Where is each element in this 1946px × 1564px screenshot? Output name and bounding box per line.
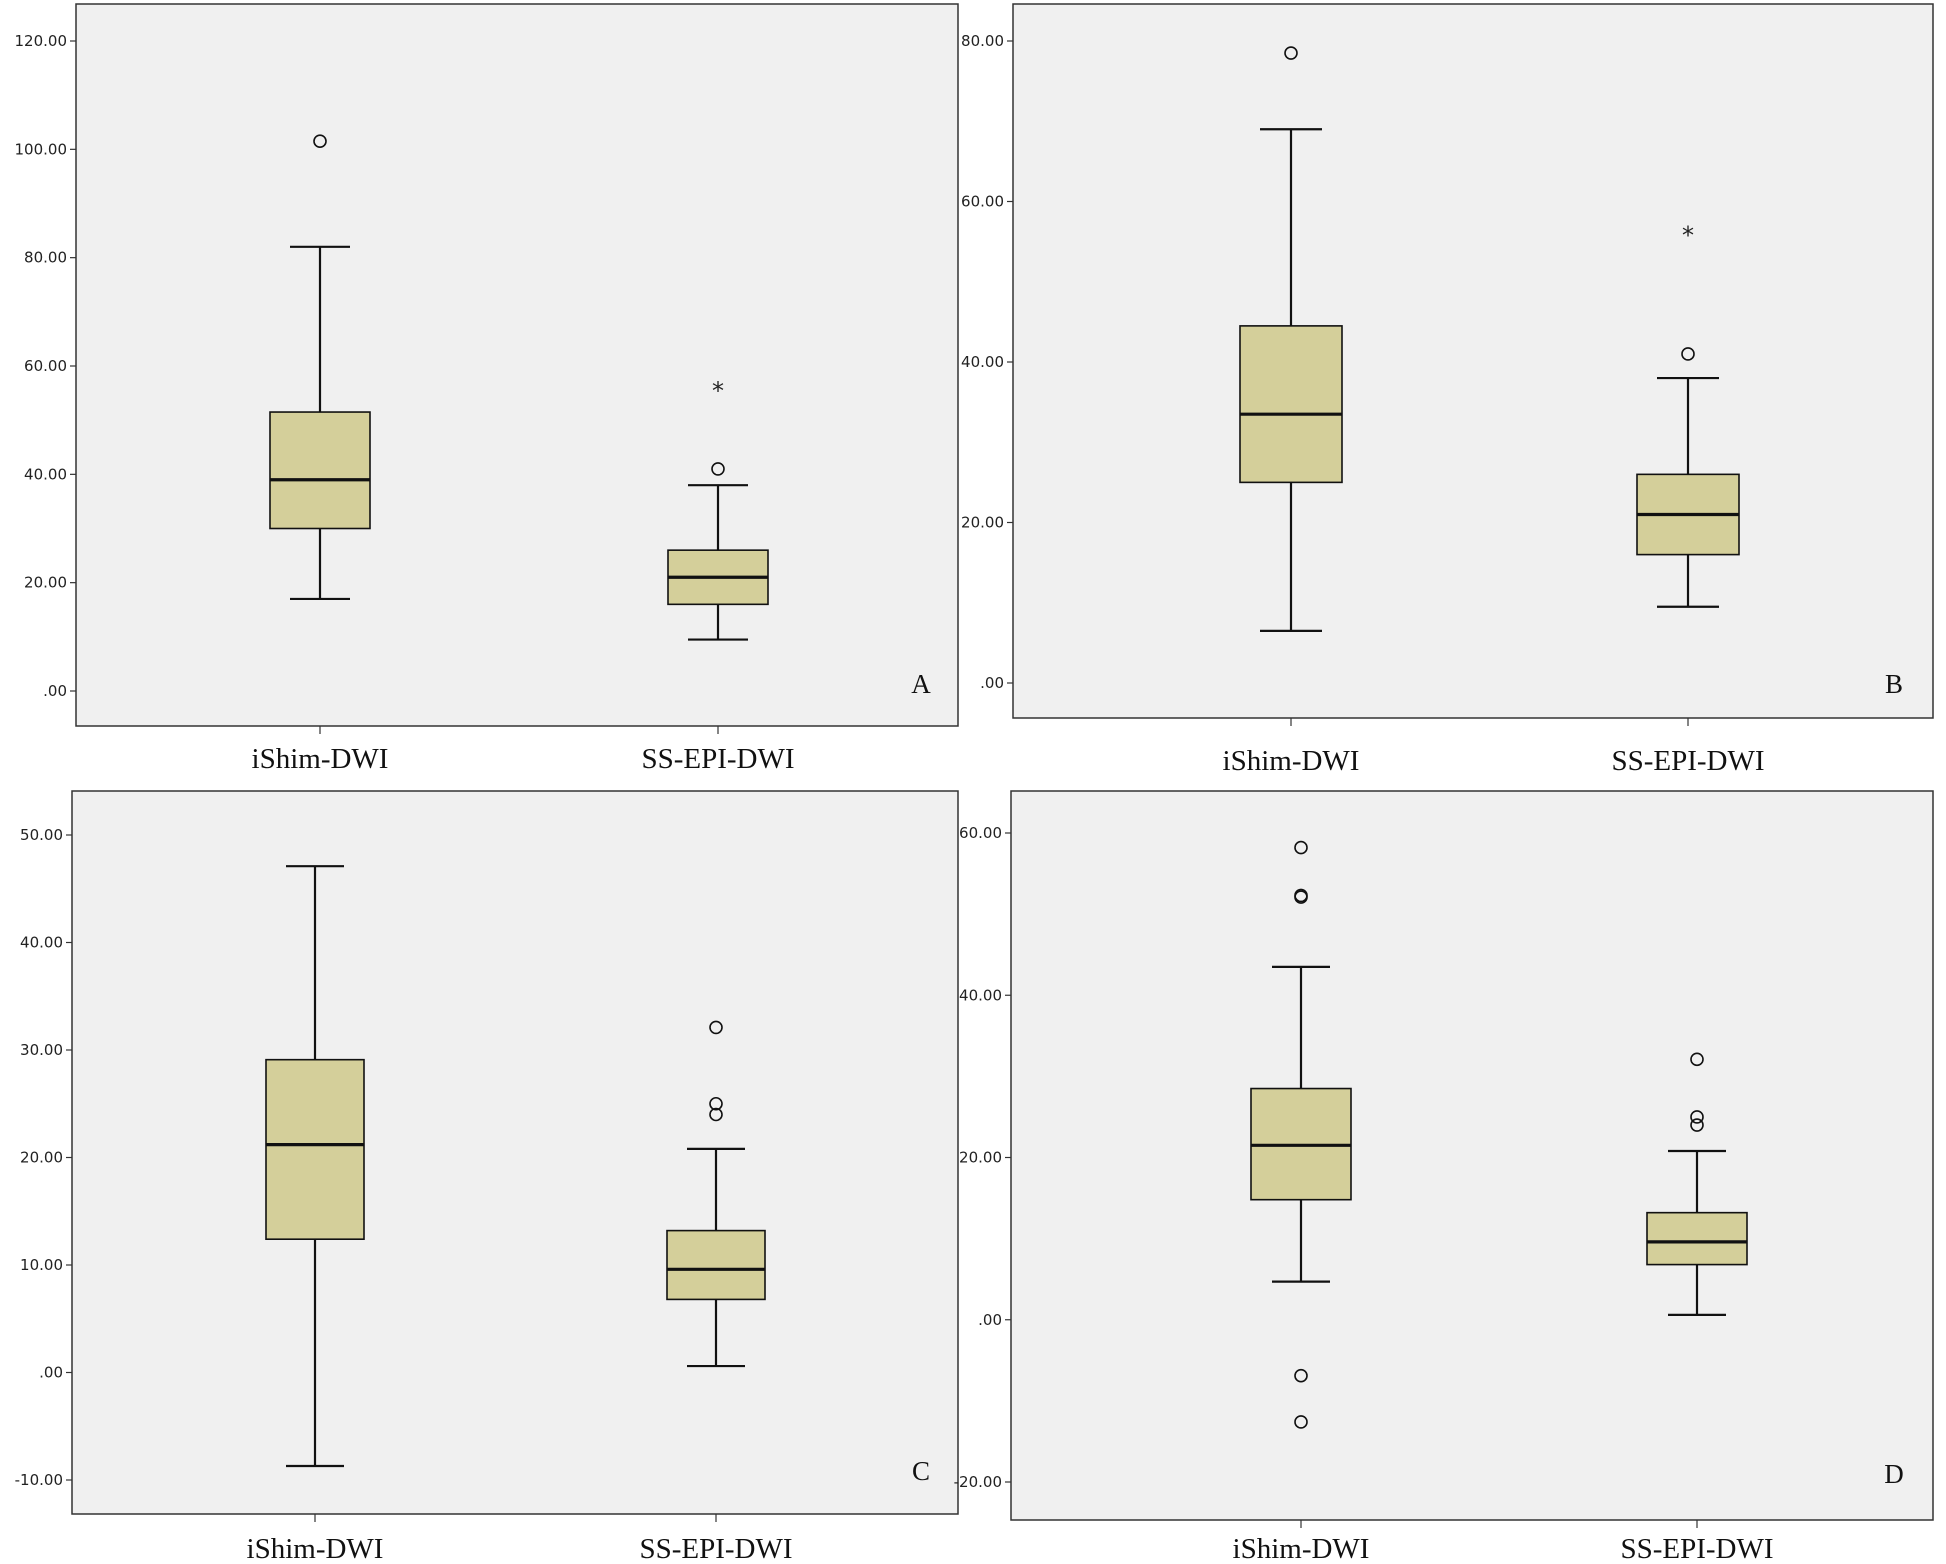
outlier-point bbox=[1681, 347, 1695, 361]
category-label: iShim-DWI bbox=[247, 1533, 384, 1564]
category-label: SS-EPI-DWI bbox=[1611, 745, 1764, 777]
y-tick-label: 60.00 bbox=[961, 193, 1004, 211]
box-iqr bbox=[265, 1058, 365, 1241]
panel-label: B bbox=[1885, 669, 1903, 699]
panel-label: A bbox=[911, 669, 931, 699]
y-tick-label: 30.00 bbox=[20, 1041, 63, 1059]
category-label: iShim-DWI bbox=[1233, 1533, 1370, 1564]
outlier-point bbox=[709, 1096, 723, 1111]
y-tick-label: .00 bbox=[39, 1364, 63, 1382]
outlier-point bbox=[709, 1020, 723, 1035]
plot-area bbox=[1010, 790, 1934, 1521]
outlier-point bbox=[1690, 1118, 1704, 1132]
box-iqr bbox=[1646, 1211, 1748, 1266]
outlier-point bbox=[1690, 1110, 1704, 1124]
outlier-point bbox=[709, 1107, 723, 1122]
category-label: iShim-DWI bbox=[252, 743, 389, 775]
y-tick-label: 20.00 bbox=[20, 1149, 63, 1167]
y-tick-label: 40.00 bbox=[961, 353, 1004, 371]
outlier-point bbox=[1294, 1415, 1308, 1429]
outlier-point bbox=[1294, 840, 1308, 855]
category-label: SS-EPI-DWI bbox=[641, 743, 794, 775]
y-tick-label: 50.00 bbox=[20, 826, 63, 844]
y-tick-label: 10.00 bbox=[20, 1256, 63, 1274]
y-tick-label: 60.00 bbox=[959, 824, 1002, 842]
plot-area bbox=[75, 3, 959, 727]
y-tick-label: 20.00 bbox=[961, 514, 1004, 532]
box-iqr bbox=[666, 1229, 766, 1301]
panel-label: C bbox=[912, 1456, 930, 1486]
outlier-point bbox=[711, 462, 725, 476]
extreme-point: * bbox=[1682, 222, 1694, 250]
y-tick-label: .00 bbox=[43, 682, 67, 700]
plot-area bbox=[71, 790, 959, 1515]
y-tick-label: 60.00 bbox=[24, 357, 67, 375]
y-tick-label: 40.00 bbox=[959, 986, 1002, 1004]
category-label: SS-EPI-DWI bbox=[1620, 1533, 1773, 1564]
outlier-point bbox=[1294, 1368, 1308, 1383]
y-tick-label: 120.00 bbox=[15, 32, 68, 50]
panel-label: D bbox=[1884, 1459, 1904, 1489]
y-tick-label: 100.00 bbox=[15, 140, 68, 158]
y-tick-label: 80.00 bbox=[961, 32, 1004, 50]
box-iqr bbox=[269, 411, 371, 530]
outlier-point bbox=[1284, 46, 1298, 60]
category-label: iShim-DWI bbox=[1223, 745, 1360, 777]
outlier-point bbox=[313, 134, 327, 149]
category-label: SS-EPI-DWI bbox=[639, 1533, 792, 1564]
box-iqr bbox=[1239, 325, 1343, 484]
y-tick-label: 80.00 bbox=[24, 249, 67, 267]
y-tick-label: -20.00 bbox=[954, 1473, 1002, 1491]
y-tick-label: 40.00 bbox=[24, 465, 67, 483]
y-tick-label: 20.00 bbox=[959, 1149, 1002, 1167]
plot-area bbox=[1012, 3, 1934, 719]
outlier-point bbox=[1294, 890, 1308, 904]
outlier-point bbox=[1690, 1052, 1704, 1067]
y-tick-label: .00 bbox=[980, 674, 1004, 692]
extreme-point: * bbox=[712, 377, 724, 405]
y-tick-label: 40.00 bbox=[20, 934, 63, 952]
y-tick-label: 20.00 bbox=[24, 574, 67, 592]
y-tick-label: -10.00 bbox=[15, 1471, 63, 1489]
y-tick-label: .00 bbox=[978, 1311, 1002, 1329]
